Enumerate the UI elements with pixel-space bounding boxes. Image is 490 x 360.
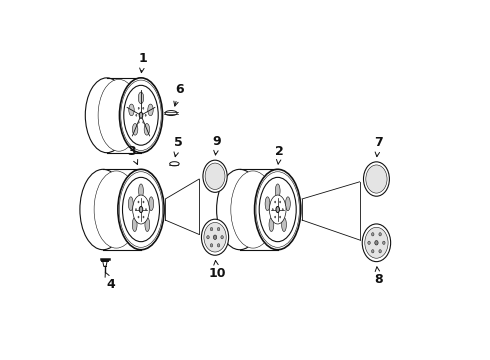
Ellipse shape [371, 233, 374, 236]
Ellipse shape [210, 228, 213, 231]
Ellipse shape [275, 201, 276, 203]
Ellipse shape [143, 121, 144, 123]
Ellipse shape [139, 112, 143, 118]
Ellipse shape [122, 177, 160, 242]
Ellipse shape [364, 162, 390, 196]
Ellipse shape [170, 162, 179, 166]
Ellipse shape [203, 160, 227, 192]
Ellipse shape [221, 235, 223, 239]
Ellipse shape [366, 165, 387, 193]
Ellipse shape [148, 104, 153, 116]
Ellipse shape [146, 208, 147, 211]
Ellipse shape [259, 177, 296, 242]
Ellipse shape [138, 107, 139, 109]
Ellipse shape [207, 235, 209, 239]
Ellipse shape [204, 222, 226, 252]
Ellipse shape [375, 240, 378, 245]
Ellipse shape [135, 208, 137, 211]
Ellipse shape [256, 172, 299, 247]
Ellipse shape [143, 107, 144, 109]
Ellipse shape [231, 171, 275, 248]
Ellipse shape [280, 216, 281, 218]
Ellipse shape [145, 218, 150, 231]
Ellipse shape [145, 114, 146, 116]
Text: 3: 3 [127, 145, 138, 165]
Ellipse shape [218, 244, 220, 247]
Ellipse shape [120, 78, 163, 153]
Text: 1: 1 [139, 52, 147, 73]
Ellipse shape [365, 227, 388, 258]
Ellipse shape [265, 197, 270, 211]
Ellipse shape [118, 169, 164, 250]
Ellipse shape [143, 216, 144, 218]
Ellipse shape [129, 104, 134, 116]
Ellipse shape [132, 218, 137, 231]
Ellipse shape [94, 171, 139, 248]
Ellipse shape [368, 241, 370, 244]
Ellipse shape [138, 216, 139, 218]
Ellipse shape [210, 244, 213, 247]
Ellipse shape [119, 172, 163, 247]
Ellipse shape [133, 195, 149, 224]
Ellipse shape [132, 123, 138, 135]
Ellipse shape [213, 235, 217, 239]
Ellipse shape [143, 201, 144, 203]
Ellipse shape [282, 218, 287, 231]
Ellipse shape [138, 201, 139, 203]
Ellipse shape [255, 169, 301, 250]
Ellipse shape [201, 219, 229, 255]
Text: 10: 10 [208, 260, 226, 280]
Ellipse shape [205, 163, 225, 189]
Ellipse shape [138, 121, 139, 123]
Text: 5: 5 [174, 136, 183, 157]
Ellipse shape [124, 85, 158, 145]
Text: 9: 9 [213, 135, 221, 155]
Text: 7: 7 [374, 136, 383, 157]
Ellipse shape [218, 228, 220, 231]
Ellipse shape [371, 249, 374, 253]
Ellipse shape [138, 92, 144, 104]
Ellipse shape [269, 218, 274, 231]
Ellipse shape [136, 114, 137, 116]
Ellipse shape [149, 197, 153, 211]
Ellipse shape [276, 207, 279, 212]
Ellipse shape [275, 216, 276, 218]
Ellipse shape [139, 207, 143, 212]
Ellipse shape [282, 208, 283, 211]
Ellipse shape [128, 197, 133, 211]
Ellipse shape [275, 184, 280, 198]
Text: 2: 2 [275, 145, 284, 164]
Ellipse shape [165, 111, 177, 116]
Ellipse shape [272, 208, 273, 211]
Text: 4: 4 [105, 272, 115, 291]
Ellipse shape [139, 184, 144, 198]
Polygon shape [102, 261, 107, 266]
Ellipse shape [362, 224, 391, 262]
Ellipse shape [383, 241, 385, 244]
Ellipse shape [286, 197, 290, 211]
Text: 6: 6 [174, 83, 184, 106]
Ellipse shape [270, 195, 286, 224]
Ellipse shape [144, 123, 149, 135]
Ellipse shape [98, 79, 140, 151]
Ellipse shape [280, 201, 281, 203]
Ellipse shape [379, 249, 381, 253]
Ellipse shape [379, 233, 381, 236]
Text: 8: 8 [374, 267, 383, 286]
Ellipse shape [121, 80, 161, 150]
